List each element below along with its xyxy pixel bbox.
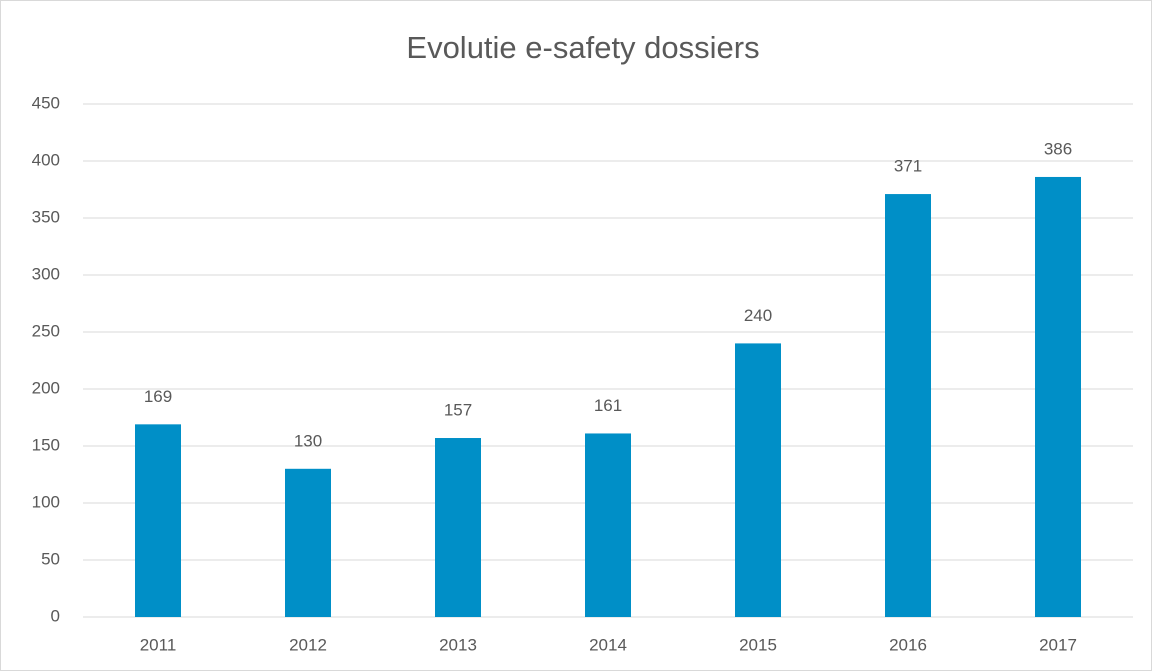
bar	[435, 438, 481, 617]
data-label: 169	[144, 387, 172, 406]
x-tick-label: 2011	[140, 635, 177, 654]
bar	[285, 468, 331, 617]
data-label: 386	[1044, 139, 1072, 158]
x-tick-label: 2012	[289, 635, 327, 654]
y-tick-label: 400	[32, 150, 60, 169]
data-label: 130	[294, 431, 322, 450]
chart-title: Evolutie e-safety dossiers	[406, 30, 759, 65]
x-tick-label: 2016	[889, 635, 927, 654]
y-tick-label: 300	[32, 264, 60, 283]
y-tick-label: 0	[51, 606, 60, 625]
y-tick-label: 100	[32, 492, 60, 511]
data-label: 157	[444, 401, 472, 420]
data-label: 161	[594, 396, 622, 415]
y-tick-label: 50	[41, 549, 60, 568]
x-tick-label: 2017	[1039, 635, 1077, 654]
y-tick-label: 250	[32, 321, 60, 340]
bar	[885, 194, 931, 617]
data-label: 240	[744, 306, 772, 325]
y-tick-label: 350	[32, 207, 60, 226]
x-tick-label: 2013	[439, 635, 477, 654]
x-tick-label: 2015	[739, 635, 777, 654]
bar	[135, 424, 181, 617]
y-tick-label: 150	[32, 435, 60, 454]
bar	[1035, 176, 1081, 617]
x-tick-label: 2014	[589, 635, 627, 654]
data-label: 371	[894, 157, 922, 176]
bar	[585, 433, 631, 617]
bar	[735, 343, 781, 617]
y-tick-label: 450	[32, 93, 60, 112]
y-tick-label: 200	[32, 378, 60, 397]
